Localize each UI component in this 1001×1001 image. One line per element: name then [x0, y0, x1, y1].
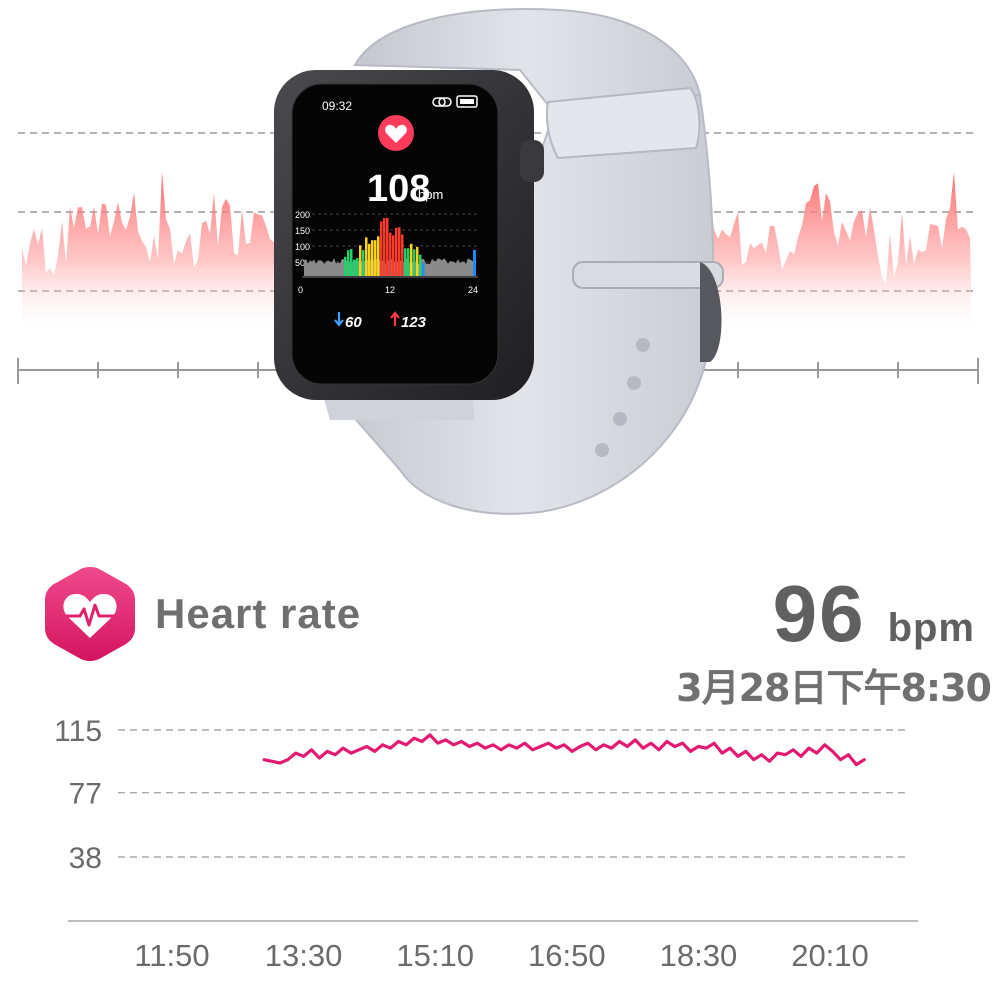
band-hole	[595, 443, 609, 457]
y-tick-label: 115	[54, 715, 102, 748]
watch-chart-bar	[413, 249, 416, 276]
heart-rate-line-chart: 115 77 38 11:50 13:30 15:10 16:50 18:30 20:10	[54, 715, 918, 973]
watch-chart-bar	[407, 248, 410, 276]
watch-y-tick-label: 50	[295, 258, 305, 268]
watch-chart-bar	[422, 262, 425, 276]
band-hole	[636, 338, 650, 352]
watch-chart-bar	[389, 232, 392, 276]
watch-min-value: 60	[345, 314, 362, 331]
smartwatch-illustration: 09:32 108 bpm 200 150 100 50 0 12 24 60 123	[274, 8, 724, 515]
watch-bpm-unit: bpm	[418, 187, 443, 202]
watch-chart-bars	[344, 218, 476, 276]
x-tick-label: 16:50	[528, 938, 606, 973]
x-tick-label: 20:10	[791, 938, 869, 973]
heart-rate-reading: 96 bpm	[773, 568, 975, 660]
x-tick-label: 18:30	[660, 938, 738, 973]
series-line	[262, 733, 866, 767]
heart-rate-unit: bpm	[887, 606, 975, 650]
watch-chart-bar	[416, 246, 419, 276]
watch-chart-bar	[365, 237, 368, 276]
watch-chart-bar	[401, 234, 404, 276]
watch-chart-bar	[368, 243, 371, 276]
watch-chart-bar	[347, 250, 350, 276]
watch-chart-bar	[410, 243, 413, 276]
watch-chart-bar	[371, 240, 374, 276]
watch-chart-bar	[362, 250, 365, 276]
band-hole	[627, 376, 641, 390]
watch-y-tick-label: 200	[295, 210, 310, 220]
watch-chart-bar	[353, 259, 356, 276]
watch-band-loop	[545, 86, 701, 160]
watch-chart-bar	[404, 248, 407, 276]
band-hole	[613, 412, 627, 426]
link-icon	[432, 97, 452, 107]
band-buckle	[572, 261, 724, 289]
battery-icon	[456, 95, 478, 108]
crown-button	[520, 140, 544, 182]
watch-chart-bar	[473, 250, 476, 276]
watch-chart-bar	[356, 257, 359, 276]
watch-x-tick-label: 12	[385, 285, 395, 295]
chart-grid	[118, 729, 906, 858]
x-tick-label: 11:50	[134, 938, 209, 973]
heart-rate-title: Heart rate	[155, 590, 362, 637]
watch-y-tick-label: 100	[295, 242, 310, 252]
watch-chart-bar	[359, 245, 362, 276]
watch-chart-bar	[398, 227, 401, 276]
y-tick-label: 38	[69, 842, 102, 875]
band-keeper	[700, 262, 722, 362]
watch-chart-bar	[350, 249, 353, 276]
watch-chart-bar	[419, 254, 422, 276]
watch-chart-bar	[392, 235, 395, 276]
watch-chart-bar	[377, 236, 380, 276]
arrow-down-icon	[334, 312, 344, 327]
watch-y-tick-label: 150	[295, 226, 310, 236]
heart-rate-value: 96	[772, 569, 866, 658]
heart-rate-datetime: 3月28日下午8:30	[676, 666, 992, 710]
watch-chart-bar	[395, 227, 398, 276]
watch-chart-bar	[386, 218, 389, 276]
watch-chart-bar	[344, 256, 347, 276]
watch-x-tick-label: 24	[468, 285, 478, 295]
watch-bpm-value: 108	[367, 168, 430, 210]
x-axis-labels: 11:50 13:30 15:10 16:50 18:30 20:10	[134, 938, 868, 973]
x-tick-label: 13:30	[265, 938, 343, 973]
watch-x-tick-label: 0	[298, 285, 303, 295]
watch-chart-bar	[380, 221, 383, 276]
y-tick-label: 77	[69, 778, 102, 811]
watch-max-value: 123	[401, 314, 427, 331]
arrow-up-icon	[390, 311, 400, 326]
watch-chart-bar	[383, 218, 386, 276]
watch-time: 09:32	[322, 99, 352, 113]
heart-icon	[378, 115, 414, 151]
x-tick-label: 15:10	[396, 938, 474, 973]
y-axis-labels: 115 77 38	[54, 715, 102, 875]
watch-chart-bar	[374, 240, 377, 276]
heart-pulse-icon	[45, 567, 135, 661]
